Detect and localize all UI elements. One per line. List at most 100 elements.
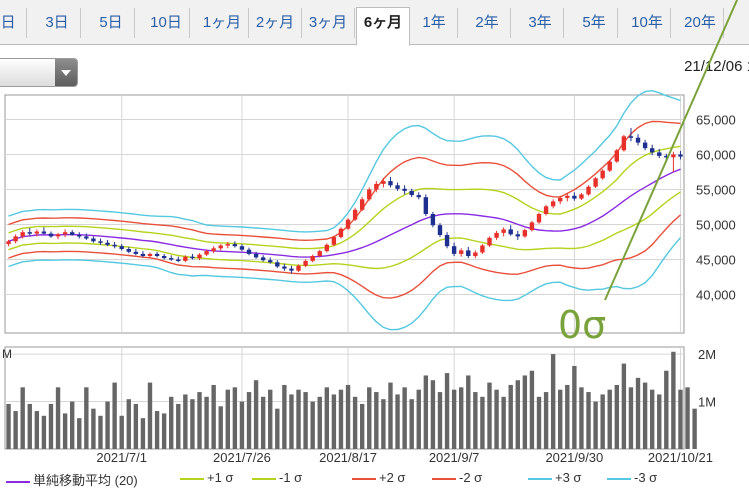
- candle-body: [473, 252, 478, 256]
- volume-bar: [409, 399, 414, 449]
- volume-bar: [105, 401, 110, 449]
- x-tick-label: 2021/9/7: [429, 450, 480, 465]
- candle-body: [55, 234, 61, 237]
- volume-bar: [84, 387, 89, 449]
- volume-bar: [204, 396, 209, 449]
- price-tick-label: 55,000: [696, 183, 736, 198]
- band-minus2-sigma: [8, 214, 681, 299]
- price-tick-label: 40,000: [696, 288, 736, 303]
- tab-11[interactable]: 5年: [571, 8, 618, 38]
- candle-body: [119, 246, 124, 249]
- volume-bar: [140, 418, 146, 449]
- candle-body: [550, 201, 556, 207]
- volume-bar: [664, 370, 669, 449]
- legend-label: +3 σ: [555, 470, 582, 485]
- candle-body: [593, 178, 598, 187]
- volume-bar: [275, 408, 280, 449]
- candle-body: [232, 244, 238, 247]
- tab-8[interactable]: 1年: [411, 8, 458, 38]
- tab-1[interactable]: 3日: [34, 8, 81, 38]
- tab-13[interactable]: 20年: [677, 8, 724, 38]
- band-plus2-sigma: [8, 120, 681, 242]
- candle-body: [494, 232, 499, 238]
- tab-6[interactable]: 3ヶ月: [302, 8, 355, 38]
- chart-type-dropdown[interactable]: [0, 58, 78, 87]
- candle-body: [381, 181, 386, 184]
- volume-bar: [487, 382, 492, 449]
- tab-2[interactable]: 5日: [88, 8, 135, 38]
- volume-bar: [70, 401, 75, 449]
- chevron-down-icon: [55, 59, 77, 86]
- x-tick-label: 2021/7/1: [96, 450, 147, 465]
- candle-body: [430, 214, 436, 226]
- candle-body: [508, 229, 513, 235]
- candle-body: [161, 256, 167, 259]
- legend-label: -2 σ: [459, 470, 483, 485]
- volume-bar: [154, 411, 160, 449]
- volume-bar: [77, 418, 82, 449]
- candle-body: [480, 245, 485, 253]
- volume-bar: [34, 411, 40, 449]
- legend-item: 単純移動平均 (20): [6, 470, 138, 488]
- candle-body: [522, 230, 528, 237]
- candle-body: [388, 181, 393, 186]
- volume-bar: [211, 384, 216, 449]
- candle-body: [112, 244, 117, 247]
- candle-body: [367, 189, 372, 200]
- volume-bar: [628, 387, 634, 449]
- volume-bar: [324, 387, 330, 449]
- stock-chart: 40,000 45,000 50,000 55,000 60,000 65,000 1M 2M…: [0, 0, 738, 465]
- price-tick-label: 60,000: [696, 148, 736, 163]
- candle-body: [529, 222, 535, 231]
- legend-swatch: [6, 480, 30, 483]
- volume-bar: [473, 392, 478, 449]
- volume-bar: [183, 394, 188, 449]
- candle-body: [239, 246, 245, 250]
- volume-bar: [225, 389, 230, 449]
- tab-4[interactable]: 1ヶ月: [196, 8, 249, 38]
- candle-body: [345, 219, 351, 229]
- sma-20-line: [8, 168, 681, 258]
- volume-bar: [494, 389, 499, 449]
- volume-bar: [41, 415, 47, 449]
- candle-body: [352, 209, 358, 220]
- legend-swatch: [252, 477, 276, 480]
- volume-bar: [359, 403, 365, 449]
- candle-body: [211, 248, 216, 252]
- tab-12[interactable]: 10年: [624, 8, 671, 38]
- legend-label: -3 σ: [634, 470, 658, 485]
- volume-bar: [197, 392, 202, 449]
- volume-bar: [13, 411, 18, 449]
- volume-bar: [352, 396, 358, 449]
- tab-5[interactable]: 2ヶ月: [249, 8, 302, 38]
- candle-body: [416, 195, 421, 198]
- volume-bar: [232, 387, 238, 449]
- volume-bar: [649, 389, 655, 449]
- tab-0[interactable]: 2日: [0, 8, 27, 38]
- candle-body: [402, 188, 407, 191]
- tab-9[interactable]: 2年: [464, 8, 511, 38]
- candle-body: [423, 197, 429, 214]
- candle-body: [607, 161, 612, 171]
- volume-bar: [501, 396, 506, 449]
- x-tick-label: 2021/10/21: [648, 450, 713, 465]
- candle-body: [268, 260, 273, 263]
- volume-bar: [459, 387, 464, 449]
- candle-body: [204, 251, 209, 255]
- volume-bar: [685, 387, 690, 449]
- volume-bar: [565, 384, 570, 449]
- volume-bar: [508, 384, 513, 449]
- tab-7[interactable]: 6ヶ月: [356, 7, 410, 46]
- candle-body: [154, 253, 160, 256]
- volume-bar: [671, 351, 676, 449]
- candle-body: [451, 246, 457, 254]
- candle-body: [41, 231, 47, 234]
- candle-body: [338, 228, 344, 238]
- candle-body: [140, 253, 146, 256]
- tab-10[interactable]: 3年: [517, 8, 564, 38]
- candle-body: [34, 231, 40, 234]
- tab-3[interactable]: 10日: [143, 8, 190, 38]
- volume-bar: [621, 363, 627, 449]
- volume-bar: [480, 396, 485, 449]
- volume-bar: [437, 392, 443, 449]
